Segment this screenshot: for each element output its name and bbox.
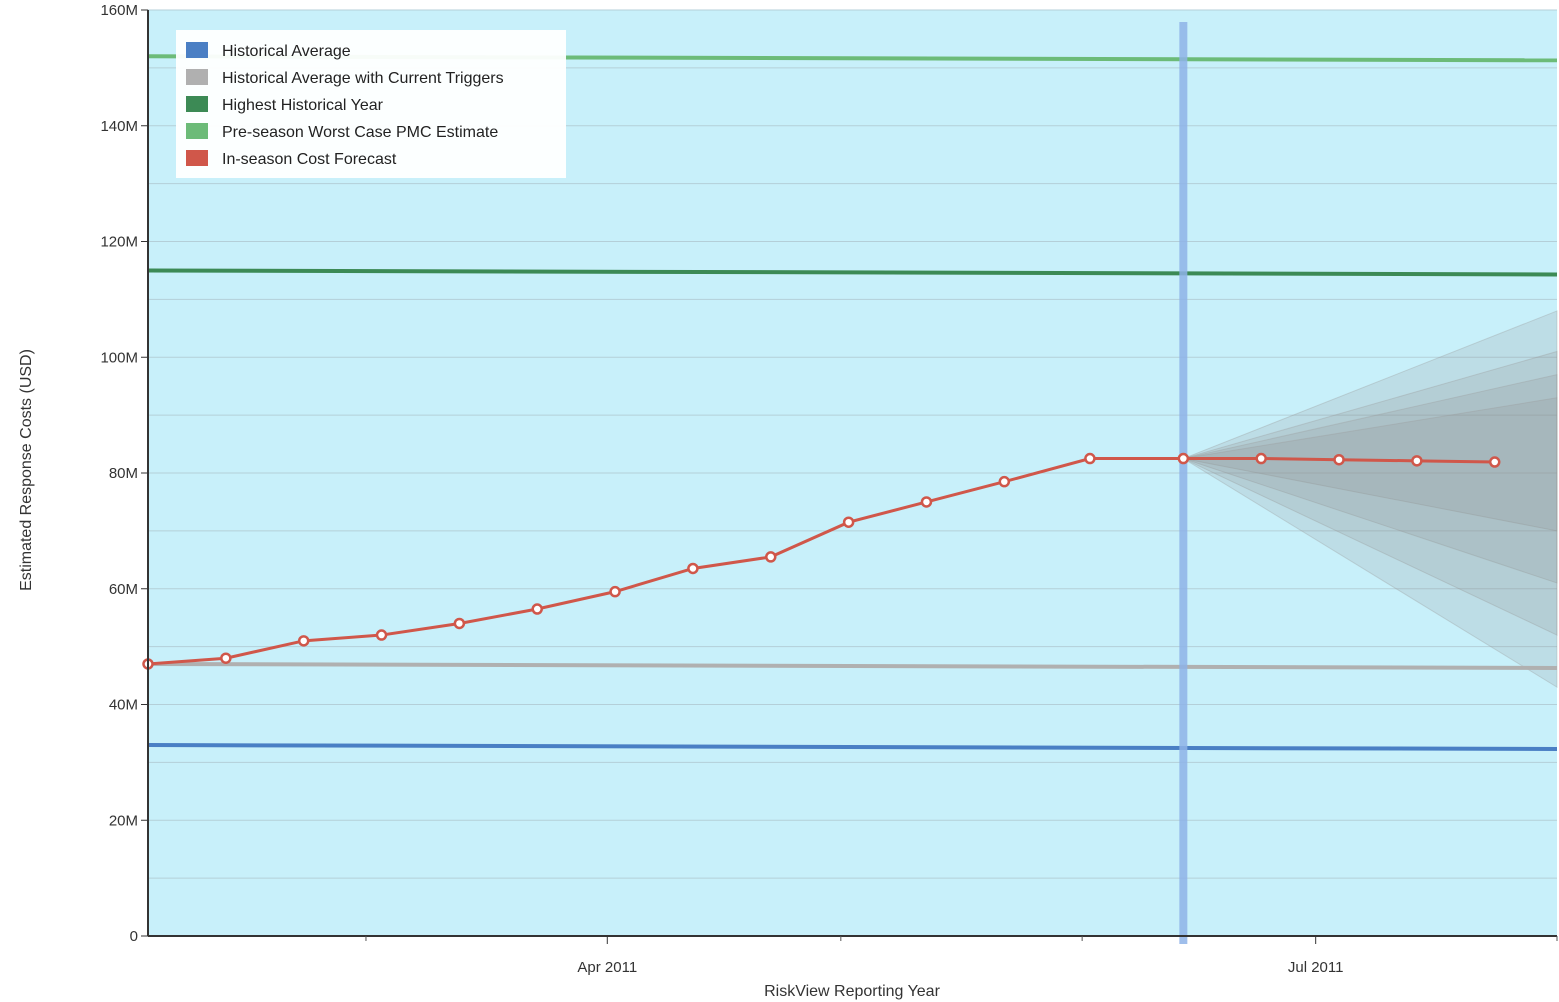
data-point (1084, 452, 1096, 465)
y-tick-label: 40M (109, 697, 138, 714)
grid-lines (148, 9, 1557, 879)
data-point (1177, 452, 1190, 465)
y-tick-label: 140M (100, 118, 138, 135)
x-tick-label: Jul 2011 (1288, 959, 1344, 976)
axes: 0 20M 40M 60M 80M 100M 120M 140M 160M Apr 2011 Jul… (100, 2, 1558, 976)
legend-swatch (186, 96, 208, 112)
legend-label: Highest Historical Year (222, 97, 384, 114)
legend-label: Pre-season Worst Case PMC Estimate (222, 124, 498, 141)
data-point (531, 603, 543, 615)
y-tick-label: 100M (100, 349, 138, 366)
y-tick-label: 20M (109, 812, 138, 829)
data-point (453, 617, 466, 630)
data-point (1411, 455, 1423, 467)
y-tick-label: 60M (109, 581, 138, 598)
data-point (920, 496, 933, 508)
forecast-band-layer (1181, 397, 1558, 689)
data-point (765, 551, 777, 563)
y-tick-label: 160M (100, 2, 138, 19)
legend-box (176, 30, 566, 178)
series-line (147, 457, 1495, 666)
data-point (1255, 452, 1267, 465)
forecast-band-layer (1181, 373, 1558, 636)
legend-swatch (186, 150, 208, 166)
data-point (297, 635, 310, 647)
series-line (147, 268, 1558, 277)
legend-label: Historical Average with Current Triggers (222, 70, 504, 87)
forecast-band-layer (1181, 310, 1558, 532)
forecast-band-layer (1181, 350, 1558, 584)
legend: Historical Average Historical Average wit… (176, 30, 566, 178)
legend-label: In-season Cost Forecast (222, 151, 397, 168)
forecast-band (1181, 310, 1558, 689)
y-tick-label: 120M (100, 234, 138, 251)
data-point (375, 629, 388, 641)
series-line (147, 661, 1558, 670)
data-point (998, 475, 1011, 488)
legend-swatch (186, 42, 208, 58)
legend-swatch (186, 69, 208, 85)
x-axis-title: RiskView Reporting Year (764, 983, 940, 1000)
data-point (687, 562, 699, 575)
data-point (1333, 453, 1345, 466)
data-point (842, 516, 855, 528)
x-tick-label: Apr 2011 (577, 959, 637, 976)
series-line (147, 743, 1558, 752)
y-tick-label: 0 (130, 928, 138, 945)
data-point (220, 652, 232, 664)
y-tick-label: 80M (109, 465, 138, 482)
y-axis-title: Estimated Response Costs (USD) (18, 349, 35, 591)
forecast-series (142, 452, 1501, 670)
data-point (1488, 456, 1501, 468)
legend-label: Historical Average (222, 43, 351, 60)
data-point (609, 585, 621, 598)
legend-swatch (186, 123, 208, 139)
